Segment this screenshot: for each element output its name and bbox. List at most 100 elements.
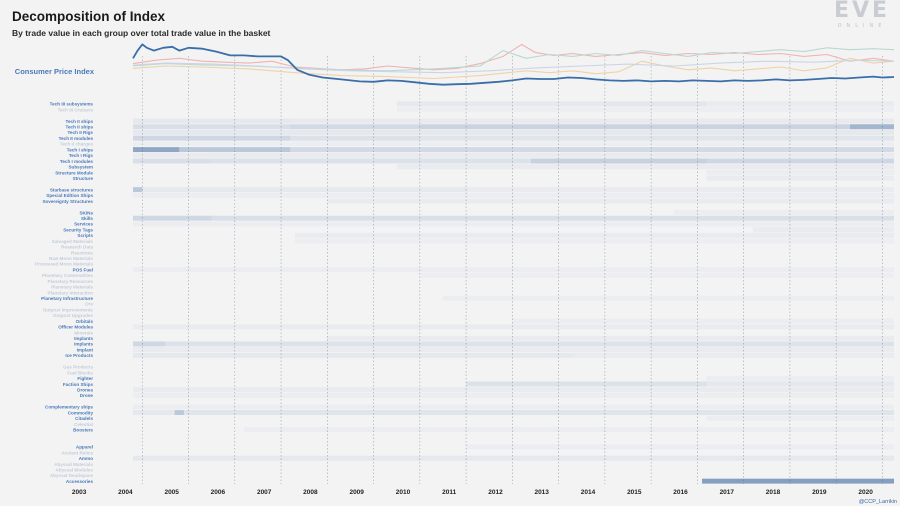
heat-cell-0-0 (396, 101, 605, 107)
heat-cell-19-0 (674, 210, 894, 215)
heat-cell-8-1 (179, 147, 291, 153)
heat-cell-15-1 (142, 187, 467, 193)
heat-cell-44-1 (572, 352, 894, 358)
heat-cell-7-0 (133, 141, 894, 146)
row-label-66: Accessories (66, 479, 94, 484)
year-label-2005: 2005 (164, 489, 179, 496)
row-label-46: Gas Products (63, 365, 93, 370)
row-label-30: Planetary Commodities (42, 273, 94, 278)
heat-cell-62-0 (133, 455, 895, 461)
logo-word: EVE (833, 0, 891, 23)
heat-cell-66-0 (702, 478, 894, 484)
heat-cell-49-0 (466, 381, 707, 387)
heat-cell-53-0 (133, 404, 895, 410)
heat-cell-42-0 (133, 341, 166, 347)
row-label-3: Tech II ships (66, 119, 94, 124)
row-label-49: Faction Ships (63, 382, 94, 387)
row-label-26: Reactions (71, 250, 93, 255)
year-axis: 2003 2004 2005 2006 2007 2008 2009 2010 2011 2012… (72, 489, 873, 496)
row-label-54: Commodity (68, 410, 94, 415)
row-label-22: Security Tags (63, 227, 93, 232)
row-label-38: Orbitals (76, 319, 94, 324)
row-label-5: Tech II Rigs (68, 130, 94, 135)
heat-cell-60-0 (466, 444, 894, 450)
heat-cell-11-0 (396, 164, 894, 170)
row-label-27: Raw Moon Materials (49, 256, 94, 261)
row-label-16: Special Edition Ships (46, 193, 93, 198)
heat-cell-16-0 (133, 192, 895, 198)
aux-series-line-2 (132, 57, 895, 80)
row-label-24: Salvaged Materials (52, 239, 94, 244)
row-label-40: Minerals (74, 330, 93, 335)
year-label-2014: 2014 (581, 489, 596, 496)
heat-cell-12-0 (706, 169, 894, 175)
row-label-31: Planetary Resources (48, 279, 94, 284)
row-label-20: Skills (81, 216, 93, 221)
row-label-50: Drones (77, 388, 93, 393)
heat-cell-10-0 (133, 158, 212, 164)
row-label-53: Complementary ships (45, 405, 93, 410)
heat-cell-10-1 (211, 158, 531, 164)
heat-cell-15-0 (133, 187, 143, 193)
heat-cell-3-1 (290, 118, 894, 124)
year-label-2013: 2013 (534, 489, 549, 496)
row-label-51: Drone (80, 393, 94, 398)
row-label-56: Celestial (74, 422, 93, 427)
row-label-25: Research Data (61, 245, 93, 250)
heat-cell-4-0 (133, 124, 291, 130)
heat-cell-4-1 (290, 124, 420, 130)
year-label-2017: 2017 (720, 489, 735, 496)
cpi-series-line (132, 43, 895, 86)
row-label-63: Abyssal Materials (54, 462, 93, 467)
row-label-8: Tech I ships (67, 147, 94, 152)
heat-cell-9-0 (133, 152, 895, 158)
row-label-48: Fighter (77, 376, 93, 381)
logo-subtitle: ONLINE (837, 23, 887, 29)
row-label-10: Tech I modules (60, 159, 94, 164)
heat-cell-34-0 (442, 295, 894, 301)
heat-cell-57-0 (244, 427, 894, 433)
heat-cell-55-0 (706, 415, 894, 421)
aux-series-line-3 (132, 59, 895, 74)
row-label-42: Implants (74, 342, 93, 347)
year-label-2008: 2008 (303, 489, 318, 496)
heat-cell-20-1 (211, 215, 895, 221)
heat-cell-1-0 (397, 107, 894, 112)
heat-cell-6-2 (419, 135, 894, 141)
heat-cell-50-0 (133, 387, 895, 393)
heat-cell-17-0 (327, 198, 895, 204)
heat-cell-44-0 (133, 352, 573, 358)
heat-cell-6-0 (133, 135, 291, 141)
row-label-12: Structure Module (55, 170, 93, 175)
row-label-57: Boosters (73, 428, 93, 433)
row-label-29: POS Fuel (73, 267, 93, 272)
row-label-39: Officer Modules (58, 325, 93, 330)
heat-cell-54-0 (133, 410, 175, 416)
row-label-15: Starbase structures (50, 187, 94, 192)
heat-cell-4-3 (850, 124, 894, 130)
year-label-2019: 2019 (812, 489, 827, 496)
row-label-7: Tech II charges (60, 142, 94, 147)
heat-cell-22-0 (752, 227, 894, 233)
heat-cell-54-2 (183, 410, 895, 416)
row-label-60: Apparel (76, 445, 93, 450)
heat-cell-24-0 (295, 239, 894, 244)
heat-cell-39-0 (133, 324, 895, 330)
year-label-2006: 2006 (211, 489, 226, 496)
author-credit: @CCP_Larrikin (858, 499, 897, 505)
row-label-61: Ancient Relics (61, 450, 93, 455)
row-label-35: Ore (85, 302, 93, 307)
row-label-34: Planetary Infrastructure (41, 296, 93, 301)
heat-cell-49-1 (706, 381, 894, 387)
heat-cell-8-0 (133, 147, 180, 153)
heat-cell-10-2 (530, 158, 707, 164)
row-label-43: Implant (77, 348, 94, 353)
year-label-2009: 2009 (349, 489, 364, 496)
row-label-44: Ice Products (65, 353, 93, 358)
year-label-2011: 2011 (442, 489, 456, 496)
row-label-6: Tech II modules (59, 136, 94, 141)
row-label-36: Outpost Improvements (43, 307, 94, 312)
heat-cell-13-0 (706, 175, 894, 181)
